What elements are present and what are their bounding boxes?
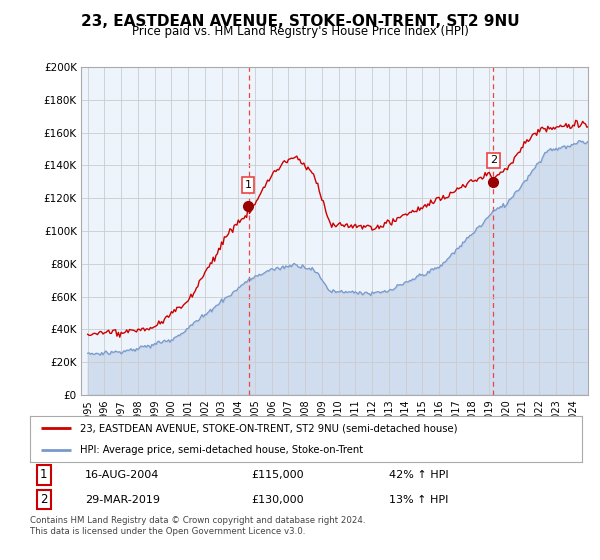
Text: £115,000: £115,000: [251, 470, 304, 480]
Text: 42% ↑ HPI: 42% ↑ HPI: [389, 470, 448, 480]
Text: Price paid vs. HM Land Registry's House Price Index (HPI): Price paid vs. HM Land Registry's House …: [131, 25, 469, 38]
Text: 2: 2: [40, 493, 47, 506]
Text: Contains HM Land Registry data © Crown copyright and database right 2024.
This d: Contains HM Land Registry data © Crown c…: [30, 516, 365, 536]
Text: HPI: Average price, semi-detached house, Stoke-on-Trent: HPI: Average price, semi-detached house,…: [80, 445, 363, 455]
Text: 2: 2: [490, 156, 497, 166]
Text: 16-AUG-2004: 16-AUG-2004: [85, 470, 160, 480]
Text: 13% ↑ HPI: 13% ↑ HPI: [389, 494, 448, 505]
Text: 1: 1: [40, 469, 47, 482]
Text: 23, EASTDEAN AVENUE, STOKE-ON-TRENT, ST2 9NU: 23, EASTDEAN AVENUE, STOKE-ON-TRENT, ST2…: [80, 14, 520, 29]
Text: 23, EASTDEAN AVENUE, STOKE-ON-TRENT, ST2 9NU (semi-detached house): 23, EASTDEAN AVENUE, STOKE-ON-TRENT, ST2…: [80, 423, 457, 433]
Text: 29-MAR-2019: 29-MAR-2019: [85, 494, 160, 505]
Text: 1: 1: [245, 180, 251, 190]
Text: £130,000: £130,000: [251, 494, 304, 505]
